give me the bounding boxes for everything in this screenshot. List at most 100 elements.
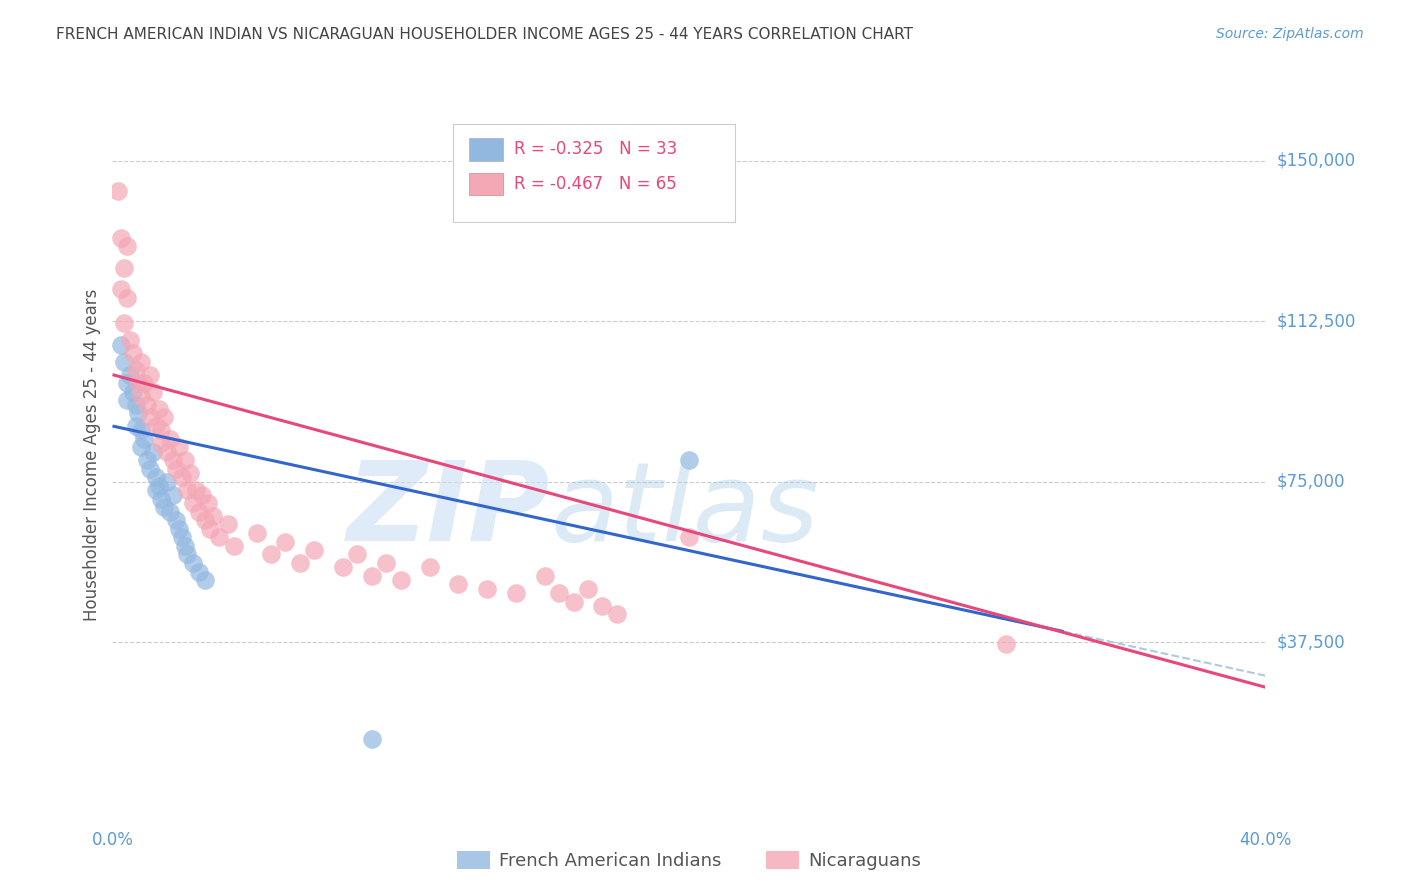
Text: R = -0.467   N = 65: R = -0.467 N = 65 xyxy=(513,175,676,193)
Point xyxy=(150,436,173,450)
Text: $37,500: $37,500 xyxy=(1277,633,1346,651)
Point xyxy=(194,513,217,527)
Point xyxy=(127,376,149,391)
Point xyxy=(173,539,195,553)
Point xyxy=(562,594,585,608)
Point xyxy=(159,432,181,446)
Point xyxy=(222,539,245,553)
Point xyxy=(200,522,222,536)
FancyBboxPatch shape xyxy=(468,138,503,161)
Point xyxy=(181,556,204,570)
Point xyxy=(134,376,156,391)
Point xyxy=(110,282,132,296)
Text: $150,000: $150,000 xyxy=(1277,152,1355,169)
Point xyxy=(304,543,326,558)
Point xyxy=(124,398,146,412)
Point xyxy=(179,466,201,480)
Point xyxy=(118,368,141,382)
Point xyxy=(136,398,159,412)
Point xyxy=(173,453,195,467)
Text: R = -0.325   N = 33: R = -0.325 N = 33 xyxy=(513,140,676,158)
Point xyxy=(181,496,204,510)
Point xyxy=(153,410,176,425)
Point xyxy=(191,487,214,501)
Point xyxy=(188,565,211,579)
Point xyxy=(115,239,138,253)
Point xyxy=(115,393,138,408)
Point xyxy=(389,573,412,587)
Text: FRENCH AMERICAN INDIAN VS NICARAGUAN HOUSEHOLDER INCOME AGES 25 - 44 YEARS CORRE: FRENCH AMERICAN INDIAN VS NICARAGUAN HOU… xyxy=(56,27,914,42)
Point xyxy=(110,230,132,244)
Text: 40.0%: 40.0% xyxy=(1239,830,1292,848)
Point xyxy=(121,384,143,399)
Point xyxy=(995,637,1018,651)
Point xyxy=(274,534,297,549)
Point xyxy=(156,475,179,489)
Text: 0.0%: 0.0% xyxy=(91,830,134,848)
Point xyxy=(115,291,138,305)
Point xyxy=(167,441,190,455)
Point xyxy=(165,462,187,476)
Text: Source: ZipAtlas.com: Source: ZipAtlas.com xyxy=(1216,27,1364,41)
Point xyxy=(118,334,141,348)
Point xyxy=(533,569,555,583)
Point xyxy=(260,548,283,562)
Point xyxy=(139,368,162,382)
Point xyxy=(136,453,159,467)
Point xyxy=(606,607,628,622)
Point xyxy=(202,508,225,523)
Point xyxy=(112,316,135,330)
Point xyxy=(576,582,599,596)
Point xyxy=(124,419,146,434)
Point xyxy=(288,556,311,570)
Point xyxy=(346,548,368,562)
Point xyxy=(165,513,187,527)
Text: atlas: atlas xyxy=(551,457,820,564)
Point xyxy=(162,487,184,501)
Point xyxy=(197,496,219,510)
Point xyxy=(145,470,167,484)
Point xyxy=(107,184,129,198)
Point xyxy=(360,569,382,583)
Point xyxy=(110,337,132,351)
Point xyxy=(188,505,211,519)
Point xyxy=(153,500,176,515)
Point xyxy=(129,389,153,403)
Point xyxy=(150,491,173,506)
Point xyxy=(156,444,179,458)
Point xyxy=(375,556,398,570)
Legend: French American Indians, Nicaraguans: French American Indians, Nicaraguans xyxy=(450,844,928,877)
Point xyxy=(112,260,135,275)
Point xyxy=(115,376,138,391)
Point xyxy=(127,406,149,420)
Point xyxy=(129,441,153,455)
FancyBboxPatch shape xyxy=(468,173,503,195)
Point xyxy=(142,444,165,458)
Point xyxy=(447,577,470,591)
Point xyxy=(548,586,571,600)
Point xyxy=(505,586,527,600)
Point xyxy=(142,384,165,399)
Point xyxy=(139,410,162,425)
Point xyxy=(332,560,354,574)
Point xyxy=(360,731,382,746)
Point xyxy=(170,470,193,484)
Point xyxy=(139,462,162,476)
Point xyxy=(148,479,170,493)
Point xyxy=(129,355,153,369)
Point xyxy=(678,530,700,544)
Point xyxy=(112,355,135,369)
Point xyxy=(148,401,170,416)
Point xyxy=(129,423,153,437)
Point xyxy=(167,522,190,536)
FancyBboxPatch shape xyxy=(453,124,735,222)
Point xyxy=(184,483,207,498)
Point xyxy=(150,423,173,437)
Point xyxy=(176,548,198,562)
Point xyxy=(217,517,239,532)
Point xyxy=(208,530,231,544)
Point xyxy=(121,346,143,360)
Point xyxy=(159,505,181,519)
Y-axis label: Householder Income Ages 25 - 44 years: Householder Income Ages 25 - 44 years xyxy=(83,289,101,621)
Point xyxy=(592,599,614,613)
